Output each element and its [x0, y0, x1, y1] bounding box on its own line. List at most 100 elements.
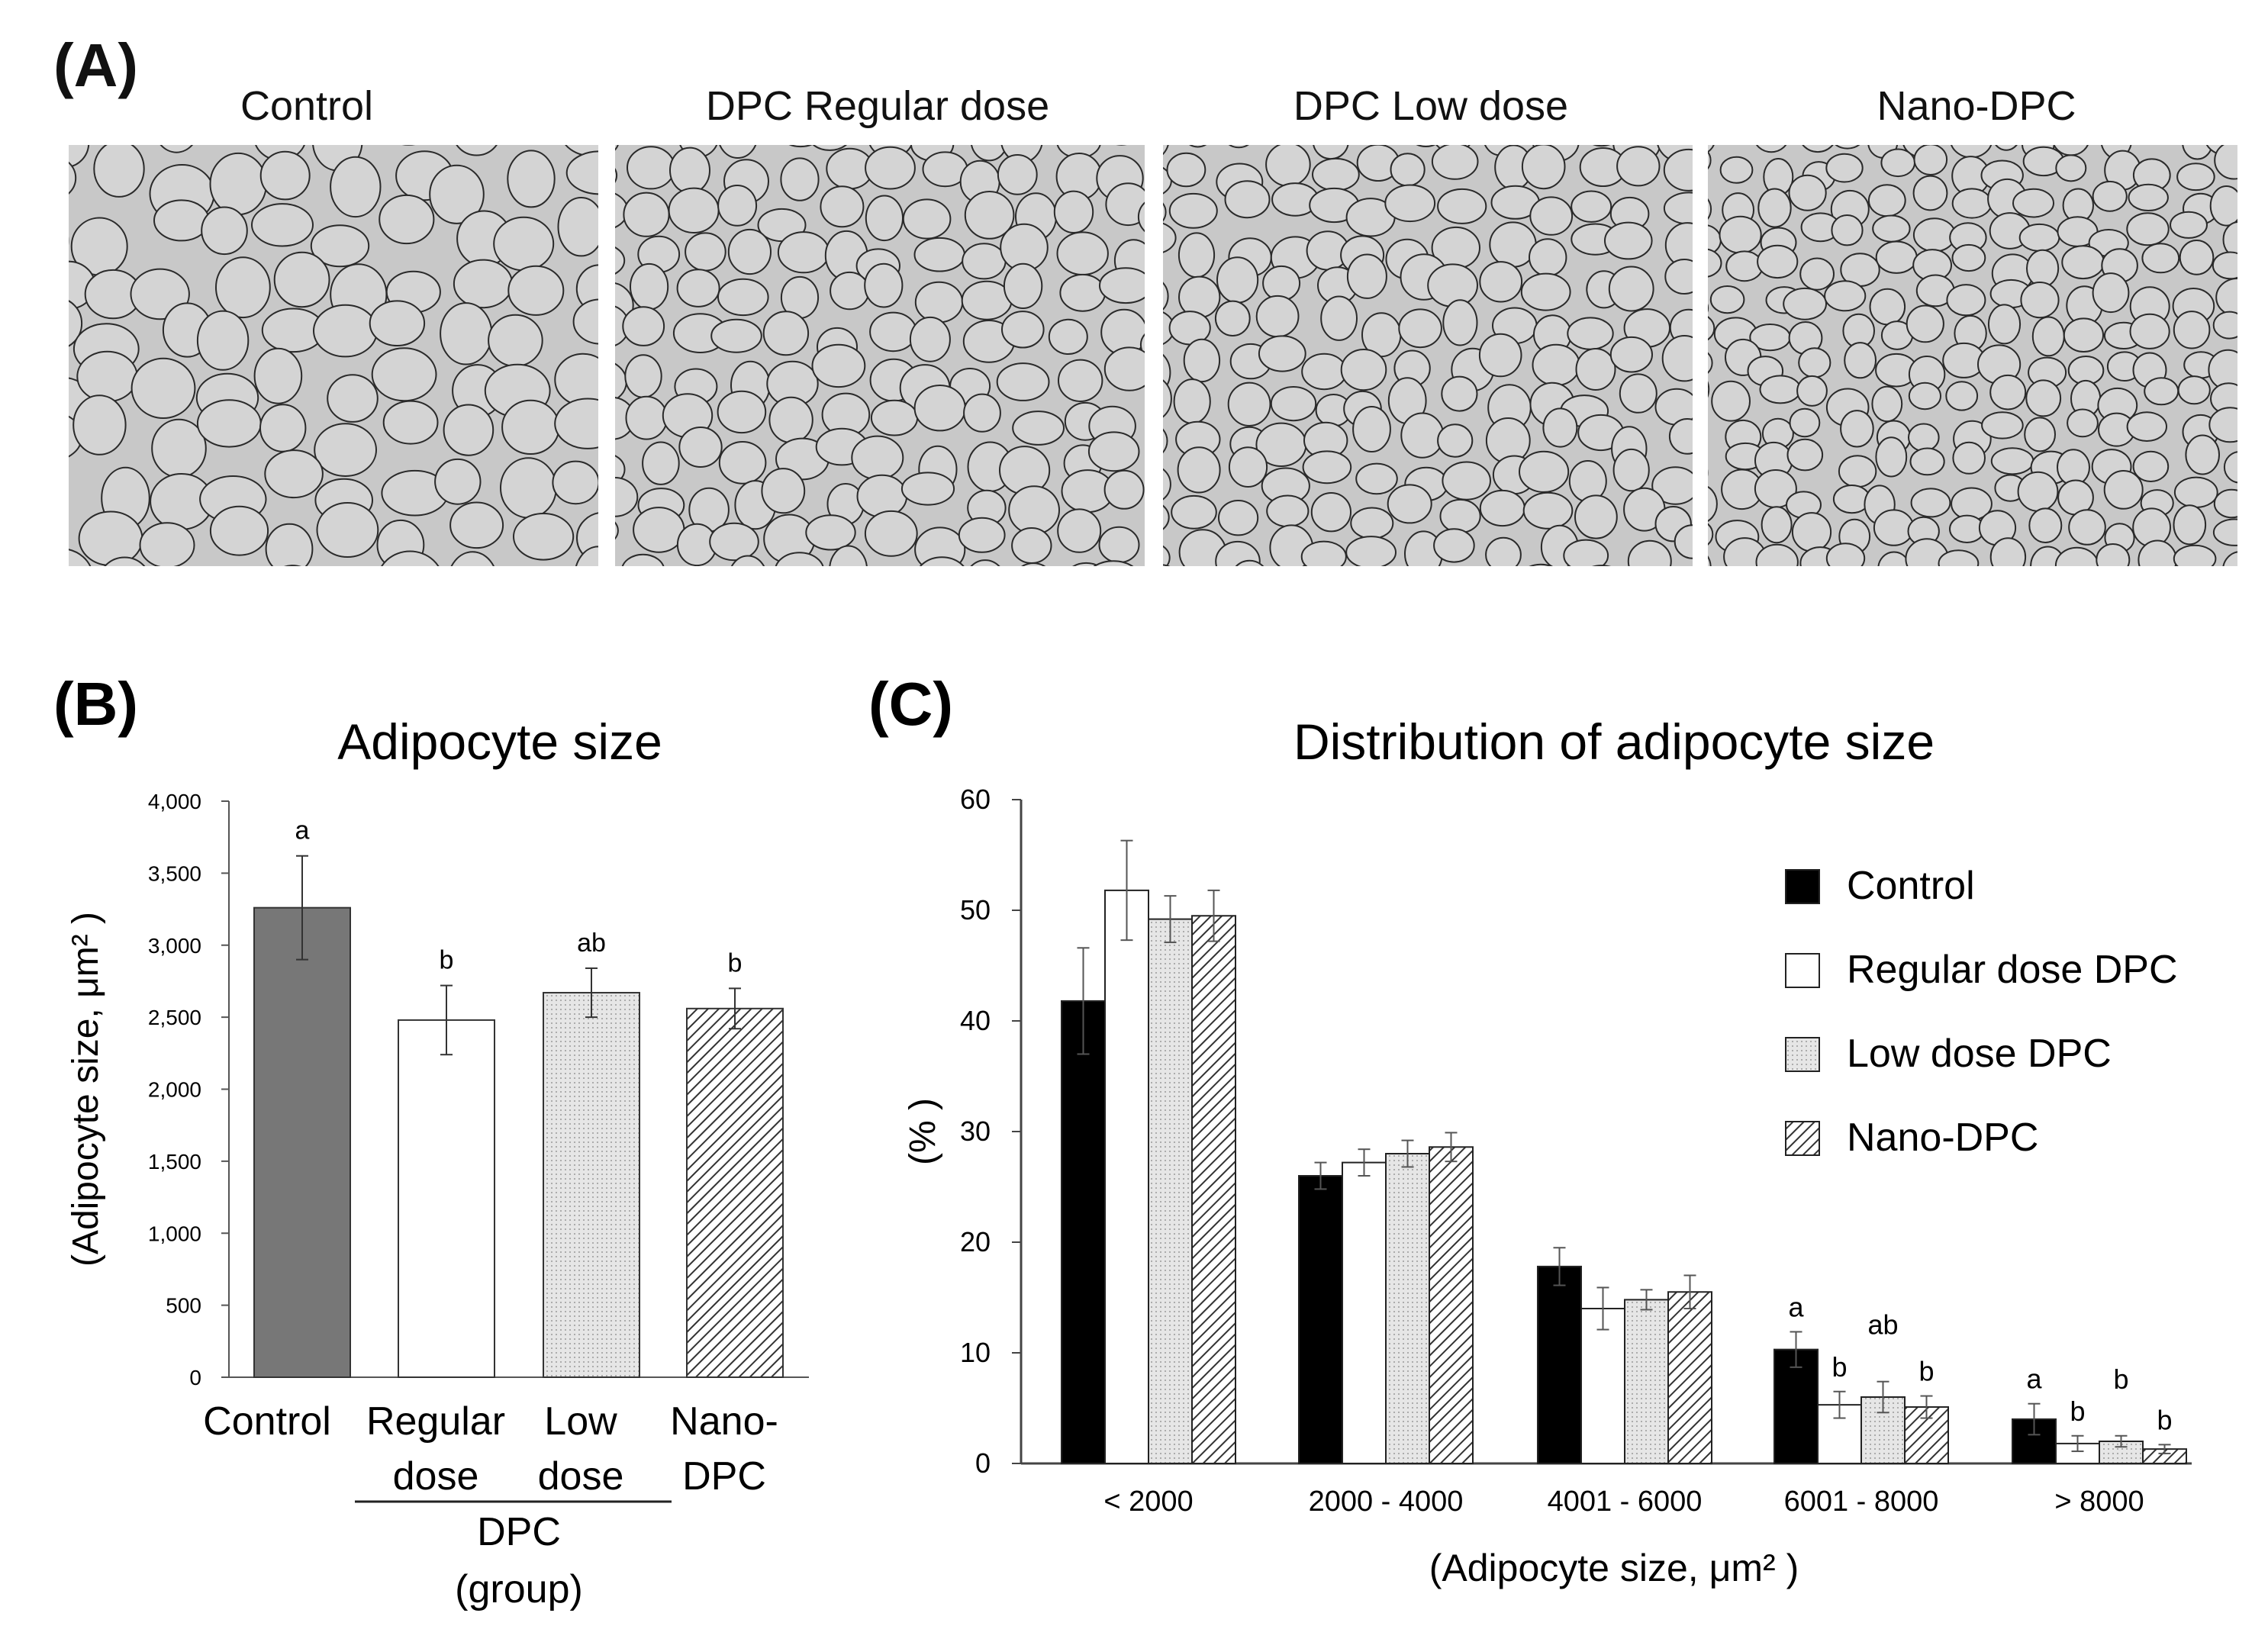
adipocyte-cell — [1522, 491, 1574, 530]
adipocyte-cell — [962, 243, 1007, 280]
adipocyte-cell — [1844, 342, 1877, 379]
chart-c-bar — [1904, 1406, 1949, 1465]
adipocyte-cell — [572, 298, 598, 345]
adipocyte-cell — [557, 197, 598, 257]
adipocyte-cell — [958, 517, 1006, 553]
adipocyte-cell — [1433, 528, 1475, 563]
adipocyte-cell — [93, 145, 145, 198]
chart-c-bar — [1148, 918, 1193, 1464]
adipocyte-cell — [2208, 407, 2237, 443]
adipocyte-cell — [1345, 536, 1397, 566]
chart-c-bar — [1773, 1348, 1819, 1465]
adipocyte-cell — [1593, 145, 1611, 147]
adipocyte-cell — [1875, 436, 1908, 478]
chart-b-group-label: DPC — [477, 1510, 561, 1554]
adipocyte-cell — [1301, 353, 1348, 391]
adipocyte-cell — [196, 310, 250, 371]
chart-c-legend-swatch — [1785, 1121, 1820, 1156]
adipocyte-cell — [2024, 417, 2057, 452]
adipocyte-cell — [1479, 489, 1525, 527]
adipocyte-cell — [730, 555, 765, 566]
micrograph-texture — [69, 145, 598, 566]
adipocyte-cell — [1798, 347, 1831, 378]
adipocyte-cell — [2126, 212, 2170, 246]
adipocyte-cell — [1831, 214, 1864, 246]
adipocyte-cell — [2185, 434, 2221, 475]
adipocyte-cell — [829, 545, 868, 566]
chart-b-category-label: Low — [544, 1399, 617, 1444]
adipocyte-cell — [1093, 560, 1134, 566]
adipocyte-cell — [2177, 375, 2211, 405]
adipocyte-cell — [1320, 295, 1358, 341]
chart-b-category-label: dose — [393, 1454, 479, 1499]
adipocyte-cell — [1990, 447, 2034, 475]
adipocyte-cell — [1571, 190, 1612, 223]
chart-b-bar — [543, 992, 640, 1378]
chart-c-legend-swatch — [1785, 869, 1820, 904]
adipocyte-cell — [1163, 564, 1171, 566]
adipocyte-cell — [2017, 471, 2059, 512]
chart-c-category-label: < 2000 — [1103, 1486, 1193, 1518]
chart-c-legend-label: Nano-DPC — [1847, 1116, 2038, 1160]
adipocyte-cell — [1755, 145, 1787, 153]
adipocyte-cell — [1719, 156, 1754, 184]
chart-c-category-label: 6001 - 8000 — [1784, 1486, 1939, 1518]
adipocyte-cell — [2092, 272, 2130, 314]
chart-c-significance-letter: b — [1918, 1356, 1934, 1387]
micrograph-texture — [1708, 145, 2237, 566]
adipocyte-cell — [761, 468, 806, 514]
adipocyte-cell — [1398, 308, 1442, 349]
adipocyte-cell — [996, 362, 1050, 401]
adipocyte-cell — [1708, 145, 1715, 153]
adipocyte-cell — [970, 559, 1000, 566]
adipocyte-cell — [1400, 412, 1445, 459]
adipocyte-cell — [775, 552, 824, 566]
micro-title-regular: DPC Regular dose — [705, 83, 1050, 129]
adipocyte-cell — [678, 427, 723, 468]
adipocyte-cell — [719, 145, 757, 159]
adipocyte-cell — [284, 565, 301, 566]
adipocyte-cell — [1987, 304, 2022, 345]
chart-c-ytick-label: 50 — [960, 894, 991, 926]
chart-c-category-label: 2000 - 4000 — [1309, 1486, 1464, 1518]
adipocyte-cell — [1103, 346, 1145, 391]
adipocyte-cell — [1951, 188, 1993, 219]
adipocyte-cell — [215, 256, 271, 319]
adipocyte-cell — [1214, 300, 1251, 337]
adipocyte-cell — [1057, 508, 1102, 553]
micrograph-texture — [615, 145, 1145, 566]
adipocyte-cell — [1228, 446, 1268, 488]
adipocyte-cell — [273, 251, 330, 308]
adipocyte-cell — [1612, 448, 1650, 492]
chart-c-bar — [1061, 1000, 1106, 1464]
adipocyte-cell — [1003, 262, 1043, 309]
chart-c-bar — [1860, 1396, 1906, 1464]
adipocyte-cell — [2068, 509, 2106, 546]
adipocyte-cell — [1869, 288, 1906, 326]
adipocyte-cell — [1708, 150, 1712, 170]
adipocyte-cell — [1302, 450, 1352, 485]
adipocyte-cell — [615, 477, 639, 517]
adipocyte-cell — [811, 343, 866, 388]
adipocyte-cell — [1708, 248, 1722, 278]
adipocyte-cell — [1674, 524, 1693, 559]
chart-c-significance-letter: b — [2113, 1364, 2128, 1395]
adipocyte-cell — [1840, 410, 1874, 448]
adipocyte-cell — [2128, 183, 2169, 212]
adipocyte-cell — [1012, 410, 1065, 446]
adipocyte-cell — [1163, 222, 1177, 253]
adipocyte-cell — [2063, 317, 2104, 353]
adipocyte-cell — [856, 474, 908, 518]
adipocyte-cell — [1786, 438, 1824, 472]
adipocyte-cell — [1431, 145, 1479, 180]
adipocyte-cell — [2129, 313, 2170, 349]
adipocyte-cell — [1783, 287, 1827, 320]
adipocyte-cell — [1938, 549, 1980, 566]
adipocyte-cell — [1708, 198, 1712, 221]
adipocyte-cell — [870, 399, 919, 436]
adipocyte-cell — [1875, 240, 1918, 274]
adipocyte-cell — [1485, 536, 1522, 566]
adipocyte-cell — [381, 550, 440, 566]
chart-b-category-label: Regular — [366, 1399, 505, 1444]
adipocyte-cell — [2212, 518, 2237, 546]
